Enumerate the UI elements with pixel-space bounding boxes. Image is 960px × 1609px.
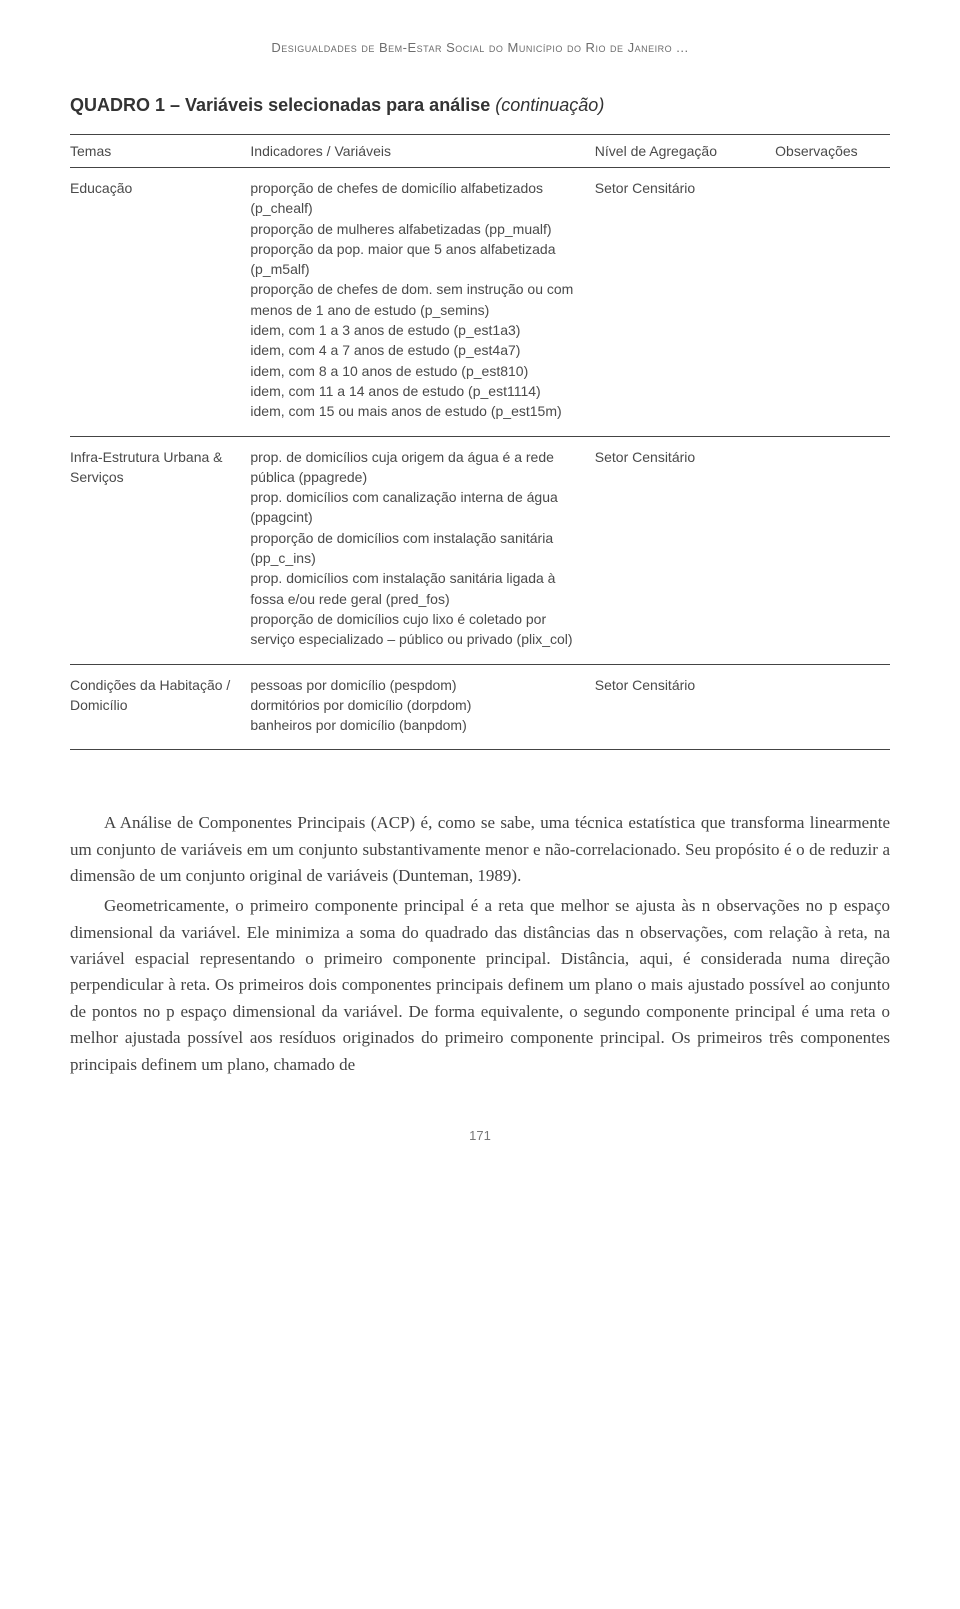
col-nivel: Nível de Agregação [595, 135, 775, 168]
page-number: 171 [70, 1128, 890, 1143]
cell-nivel: Setor Censitário [595, 168, 775, 437]
cell-tema: Educação [70, 168, 250, 437]
paragraph: Geometricamente, o primeiro componente p… [70, 893, 890, 1077]
col-temas: Temas [70, 135, 250, 168]
body-text: A Análise de Componentes Principais (ACP… [70, 810, 890, 1077]
table-row: Infra-Estrutura Urbana & Serviços prop. … [70, 436, 890, 664]
cell-tema: Condições da Habitação / Domicílio [70, 664, 250, 750]
table-row: Condições da Habitação / Domicílio pesso… [70, 664, 890, 750]
quadro-title-prefix: QUADRO 1 – Variáveis selecionadas para a… [70, 95, 490, 115]
cell-indicadores: pessoas por domicílio (pespdom)dormitóri… [250, 664, 594, 750]
page: Desigualdades de Bem-Estar Social do Mun… [0, 0, 960, 1203]
cell-indicadores: proporção de chefes de domicílio alfabet… [250, 168, 594, 437]
cell-nivel: Setor Censitário [595, 664, 775, 750]
cell-obs [775, 168, 890, 437]
cell-indicadores: prop. de domicílios cuja origem da água … [250, 436, 594, 664]
col-obs: Observações [775, 135, 890, 168]
cell-nivel: Setor Censitário [595, 436, 775, 664]
cell-obs [775, 436, 890, 664]
paragraph: A Análise de Componentes Principais (ACP… [70, 810, 890, 889]
col-indicadores: Indicadores / Variáveis [250, 135, 594, 168]
quadro-title-suffix: (continuação) [495, 95, 604, 115]
table-header-row: Temas Indicadores / Variáveis Nível de A… [70, 135, 890, 168]
running-head: Desigualdades de Bem-Estar Social do Mun… [70, 40, 890, 55]
cell-obs [775, 664, 890, 750]
quadro-table: Temas Indicadores / Variáveis Nível de A… [70, 134, 890, 750]
quadro-title: QUADRO 1 – Variáveis selecionadas para a… [70, 95, 890, 116]
table-row: Educação proporção de chefes de domicíli… [70, 168, 890, 437]
cell-tema: Infra-Estrutura Urbana & Serviços [70, 436, 250, 664]
